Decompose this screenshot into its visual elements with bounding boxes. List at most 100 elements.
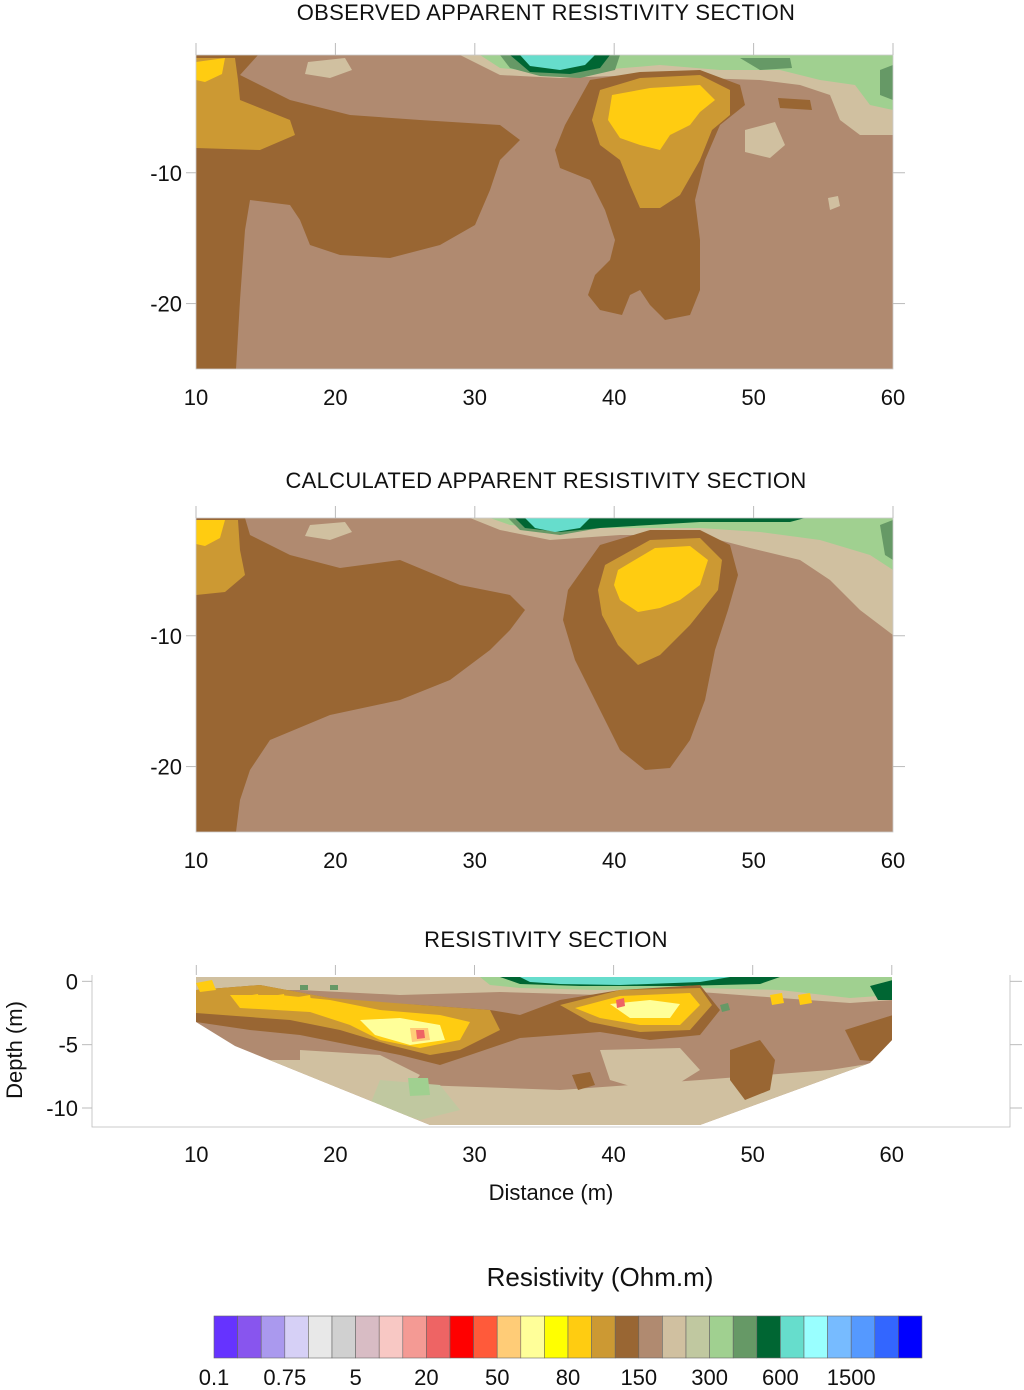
legend-tick-label: 150 — [620, 1365, 657, 1390]
obs-gold-left — [196, 58, 295, 150]
panel-resistivity: 10 20 30 40 50 60 0 -5 -10 Distance (m) Depth (m… — [2, 965, 1022, 1205]
observed-contours — [196, 55, 893, 369]
calculated-x-tick-label: 60 — [881, 848, 905, 873]
resistivity-contours — [196, 977, 892, 1125]
calc-light-spot — [305, 522, 352, 540]
legend-tick-label: 0.1 — [199, 1365, 230, 1390]
calc-brown-left — [196, 518, 525, 832]
legend-labels: 0.1 0.75 5 20 50 80 150 300 600 1500 — [199, 1365, 876, 1390]
legend-swatch — [520, 1315, 545, 1359]
resistivity-y-tick-label: -5 — [58, 1033, 78, 1058]
legend-swatch — [449, 1315, 474, 1359]
legend-swatch — [378, 1315, 404, 1359]
obs-brown-spot-right — [778, 98, 812, 110]
resistivity-x-tick-label: 60 — [880, 1142, 904, 1167]
calculated-y-tick-label: -10 — [150, 624, 182, 649]
res-light-patch-2 — [600, 1048, 700, 1095]
legend-swatch — [756, 1315, 781, 1359]
observed-frame — [195, 54, 894, 370]
observed-y-tick-label: -10 — [150, 161, 182, 186]
legend-swatch — [874, 1315, 899, 1359]
observed-y-tick-label: -20 — [150, 292, 182, 317]
legend-swatch — [355, 1315, 380, 1359]
legend-tick-label: 80 — [556, 1365, 580, 1390]
legend-swatch — [284, 1315, 309, 1359]
legend-swatch — [591, 1315, 616, 1359]
resistivity-axes: 10 20 30 40 50 60 0 -5 -10 — [46, 965, 1022, 1167]
obs-light-spot-2 — [745, 122, 785, 158]
calculated-axes: 10 20 30 40 50 60 -10 -20 — [150, 506, 905, 873]
res-yellow-dots — [196, 980, 812, 1007]
calc-green-light — [490, 518, 893, 570]
legend-tick-label: 5 — [349, 1365, 361, 1390]
obs-light-dot — [828, 196, 840, 210]
legend-swatch — [213, 1315, 238, 1359]
legend-swatch — [237, 1315, 262, 1359]
legend-swatch — [662, 1315, 687, 1359]
resistivity-x-tick-label: 40 — [601, 1142, 625, 1167]
calculated-y-tick-label: -20 — [150, 755, 182, 780]
calculated-x-tick-label: 30 — [463, 848, 487, 873]
legend-swatch — [426, 1315, 451, 1359]
obs-light-spot — [305, 58, 352, 78]
legend-swatch — [496, 1315, 522, 1359]
legend-swatch — [685, 1315, 710, 1359]
calc-green-dark — [515, 518, 805, 532]
legend-swatch — [402, 1315, 427, 1359]
chart-title-calculated: CALCULATED APPARENT RESISTIVITY SECTION — [285, 468, 807, 493]
observed-x-tick-label: 40 — [602, 385, 626, 410]
legend-title: Resistivity (Ohm.m) — [486, 1262, 714, 1292]
calculated-frame — [195, 517, 894, 833]
legend-swatch — [260, 1315, 286, 1359]
legend-colorbar — [213, 1315, 923, 1359]
legend-swatch — [709, 1315, 734, 1359]
chart-title-resistivity: RESISTIVITY SECTION — [424, 927, 668, 952]
res-brown-patch-3 — [845, 1015, 892, 1063]
calculated-x-tick-label: 40 — [602, 848, 626, 873]
legend-swatch — [638, 1315, 663, 1359]
res-lightyellow-band — [360, 1000, 680, 1045]
legend-swatch — [803, 1315, 828, 1359]
legend-tick-label: 300 — [691, 1365, 728, 1390]
observed-x-tick-label: 60 — [881, 385, 905, 410]
y-axis-label: Depth (m) — [2, 1001, 27, 1099]
legend-tick-label: 50 — [485, 1365, 509, 1390]
legend-swatch — [473, 1315, 498, 1359]
legend-swatch — [331, 1315, 356, 1359]
legend-swatch — [308, 1315, 333, 1359]
calc-light-top — [470, 518, 893, 635]
legend-swatch — [544, 1315, 569, 1359]
observed-x-tick-label: 20 — [323, 385, 347, 410]
chart-title-observed: OBSERVED APPARENT RESISTIVITY SECTION — [296, 0, 796, 25]
legend-swatch — [898, 1315, 923, 1359]
legend-swatch — [850, 1315, 876, 1359]
calculated-contours — [196, 518, 893, 832]
calculated-x-tick-label: 20 — [323, 848, 347, 873]
legend-swatch — [567, 1315, 592, 1359]
obs-cyan — [520, 55, 595, 70]
res-brown-patch-2 — [572, 1072, 595, 1090]
legend-tick-label: 600 — [762, 1365, 799, 1390]
legend-tick-label: 1500 — [827, 1365, 876, 1390]
resistivity-x-tick-label: 50 — [740, 1142, 764, 1167]
res-brown-patch-1 — [730, 1040, 775, 1100]
x-axis-label: Distance (m) — [489, 1180, 614, 1205]
observed-x-tick-label: 50 — [741, 385, 765, 410]
resistivity-x-tick-label: 30 — [462, 1142, 486, 1167]
legend-swatch — [732, 1315, 758, 1359]
obs-yellow-center — [608, 85, 715, 150]
legend-tick-label: 0.75 — [263, 1365, 306, 1390]
calculated-x-tick-label: 50 — [741, 848, 765, 873]
resistivity-frame — [91, 975, 1011, 1128]
resistivity-y-tick-label: -10 — [46, 1096, 78, 1121]
legend-swatch — [614, 1315, 640, 1359]
resistivity-x-tick-label: 20 — [323, 1142, 347, 1167]
calc-yellow-center — [614, 546, 708, 612]
resistivity-y-tick-label: 0 — [66, 969, 78, 994]
observed-x-tick-label: 30 — [463, 385, 487, 410]
res-green-spot — [408, 1078, 430, 1096]
calculated-x-tick-label: 10 — [184, 848, 208, 873]
calc-yellow-left — [196, 520, 225, 546]
legend-swatch — [780, 1315, 805, 1359]
